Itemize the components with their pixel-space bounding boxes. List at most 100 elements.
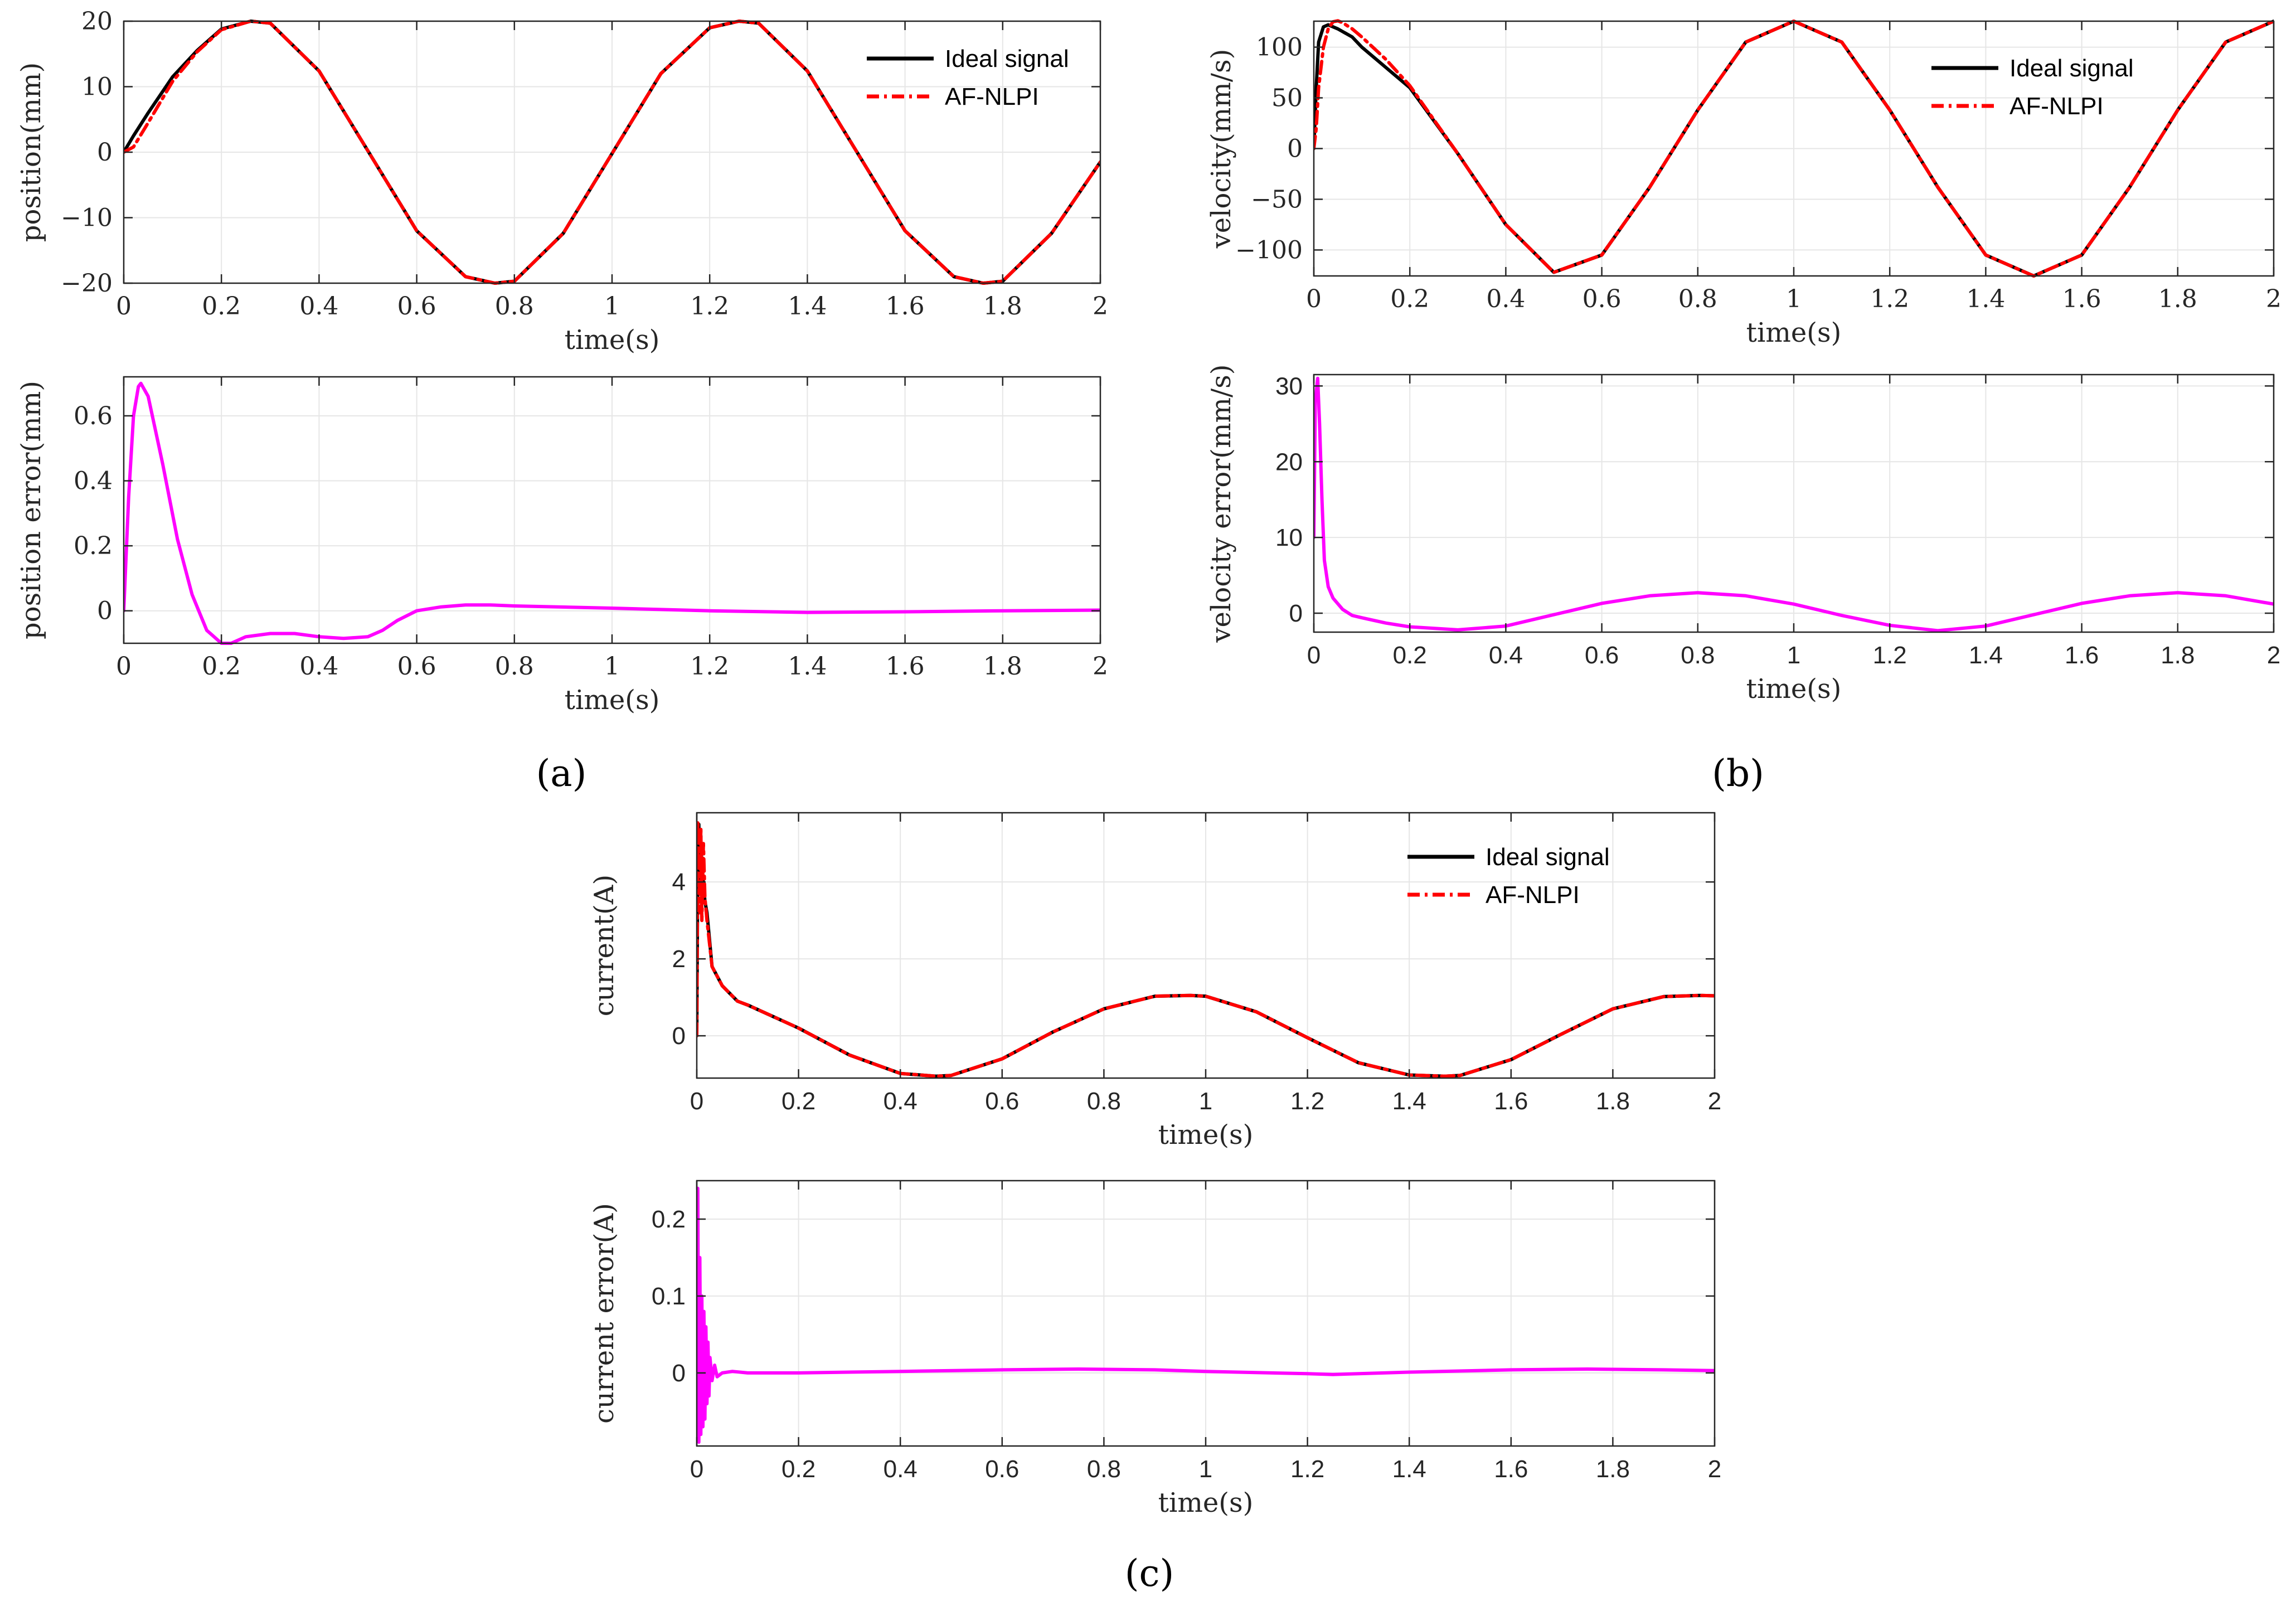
y-tick-label: 0 — [672, 1360, 686, 1387]
x-tick-label: 1.6 — [886, 292, 925, 321]
x-tick-label: 0.2 — [781, 1455, 816, 1483]
x-tick-label: 2 — [1093, 292, 1108, 321]
x-tick-label: 1 — [1199, 1088, 1212, 1115]
y-tick-label: 0 — [97, 138, 113, 167]
x-axis-label: time(s) — [1746, 317, 1842, 348]
chart-current-error: 0 0.2 0.4 0.6 0.8 1 1.2 1.4 1.6 1.8 2 0.2 0.1 0 time(s… — [589, 1180, 1721, 1518]
legend-label: AF-NLPI — [2009, 93, 2104, 120]
y-tick-label: 30 — [1275, 372, 1303, 400]
x-tick-label: 1.2 — [690, 652, 729, 681]
x-tick-label: 1.8 — [983, 652, 1022, 681]
x-tick-label: 0 — [690, 1088, 703, 1115]
x-tick-label: 2 — [1708, 1455, 1721, 1483]
x-tick-label: 1 — [604, 292, 620, 321]
x-axis-label: time(s) — [1158, 1487, 1254, 1518]
x-tick-label: 2 — [2267, 642, 2280, 669]
x-tick-label: 1.2 — [690, 292, 729, 321]
x-tick-label: 0.2 — [1393, 642, 1427, 669]
legend: Ideal signal AF-NLPI — [867, 45, 1069, 110]
x-tick-label: 0 — [1306, 285, 1322, 313]
x-tick-label: 0.6 — [985, 1455, 1019, 1483]
x-tick-label: 1 — [1199, 1455, 1212, 1483]
x-tick-label: 1.4 — [1966, 285, 2005, 313]
x-tick-label: 0.4 — [1489, 642, 1523, 669]
x-tick-label: 0.2 — [202, 652, 241, 681]
x-tick-label: 1.4 — [788, 292, 827, 321]
legend-label: Ideal signal — [945, 45, 1069, 72]
x-tick-label: 0 — [116, 292, 132, 321]
x-tick-label: 0.4 — [884, 1455, 918, 1483]
x-tick-label: 0.2 — [781, 1088, 816, 1115]
x-tick-label: 0.4 — [884, 1088, 918, 1115]
y-axis-label: position(mm) — [16, 62, 47, 242]
x-tick-label: 0 — [116, 652, 132, 681]
y-tick-label: 0 — [672, 1022, 686, 1050]
x-tick-label: 1.6 — [886, 652, 925, 681]
x-tick-label: 0.4 — [299, 292, 338, 321]
y-axis-label: current(A) — [589, 875, 620, 1016]
y-tick-label: 50 — [1271, 84, 1303, 113]
x-tick-label: 1 — [604, 652, 620, 681]
x-tick-label: 0 — [690, 1455, 703, 1483]
x-tick-label: 1.6 — [1494, 1088, 1528, 1115]
legend-label: AF-NLPI — [1486, 881, 1580, 909]
chart-position: 0 0.2 0.4 0.6 0.8 1 1.2 1.4 1.6 1.8 2 20 10 0 −10 −20 ti… — [16, 7, 1108, 356]
x-tick-label: 0 — [1307, 642, 1321, 669]
x-tick-label: 1.6 — [2065, 642, 2099, 669]
y-tick-label: 20 — [81, 7, 113, 36]
y-tick-label: 0 — [97, 597, 113, 625]
x-tick-label: 1 — [1786, 285, 1802, 313]
x-tick-label: 1.4 — [788, 652, 827, 681]
x-tick-label: 0.8 — [495, 292, 534, 321]
x-tick-label: 1.8 — [2161, 642, 2195, 669]
y-tick-label: 0.4 — [74, 467, 113, 496]
legend-label: Ideal signal — [2009, 55, 2134, 82]
x-tick-label: 1.4 — [1969, 642, 2003, 669]
x-tick-label: 1.8 — [1596, 1455, 1630, 1483]
y-tick-label: −50 — [1251, 185, 1303, 213]
x-axis-label: time(s) — [565, 685, 660, 716]
legend: Ideal signal AF-NLPI — [1931, 55, 2134, 120]
series-line-velocity-error — [1314, 376, 2274, 633]
chart-velocity-error: 0 0.2 0.4 0.6 0.8 1 1.2 1.4 1.6 1.8 2 30 20 10 0 time(s… — [1206, 364, 2280, 705]
x-tick-label: 1.2 — [1290, 1455, 1324, 1483]
x-tick-label: 0.8 — [495, 652, 534, 681]
x-axis-label: time(s) — [1746, 673, 1842, 705]
x-axis-label: time(s) — [565, 324, 660, 356]
x-tick-label: 1.4 — [1392, 1455, 1426, 1483]
y-tick-label: −10 — [61, 204, 113, 232]
legend: Ideal signal AF-NLPI — [1407, 843, 1610, 909]
x-tick-label: 0.8 — [1087, 1088, 1121, 1115]
y-tick-label: 20 — [1275, 448, 1303, 475]
series-line-current-error — [697, 1186, 1715, 1444]
chart-current: 0 0.2 0.4 0.6 0.8 1 1.2 1.4 1.6 1.8 2 4 2 0 time(s) cur… — [589, 812, 1721, 1151]
x-tick-label: 0.8 — [1678, 285, 1717, 313]
y-tick-label: −20 — [61, 269, 113, 298]
x-tick-label: 1.2 — [1870, 285, 1909, 313]
series-line-af-nlpi — [124, 20, 1100, 285]
y-axis-label: position error(mm) — [16, 381, 47, 639]
series-line-af-nlpi — [697, 818, 1715, 1078]
x-tick-label: 2 — [1093, 652, 1108, 681]
y-tick-label: 0.2 — [652, 1206, 686, 1233]
panel-label-a: (a) — [536, 752, 587, 795]
y-tick-label: 0.1 — [652, 1283, 686, 1310]
x-tick-label: 0.6 — [1583, 285, 1622, 313]
x-tick-label: 1.8 — [2158, 285, 2197, 313]
y-tick-label: 100 — [1256, 33, 1303, 62]
x-tick-label: 1.6 — [2062, 285, 2101, 313]
y-tick-label: 0 — [1289, 600, 1303, 627]
x-tick-label: 0.2 — [202, 292, 241, 321]
x-tick-label: 0.4 — [299, 652, 338, 681]
panel-label-b: (b) — [1712, 752, 1764, 795]
x-tick-label: 1.6 — [1494, 1455, 1528, 1483]
x-tick-label: 1.2 — [1290, 1088, 1324, 1115]
legend-label: AF-NLPI — [945, 83, 1039, 110]
y-tick-label: −100 — [1235, 236, 1303, 264]
x-tick-label: 0.8 — [1087, 1455, 1121, 1483]
x-tick-label: 1.8 — [983, 292, 1022, 321]
x-tick-label: 0.6 — [397, 292, 436, 321]
x-tick-label: 1.8 — [1596, 1088, 1630, 1115]
y-tick-label: 4 — [672, 868, 686, 896]
